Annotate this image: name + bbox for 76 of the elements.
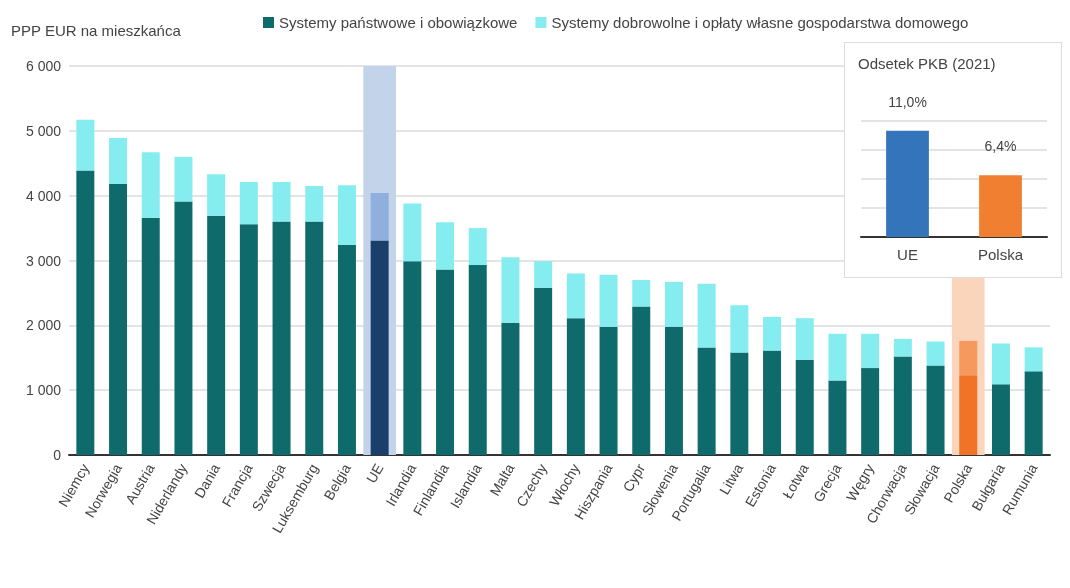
bar <box>566 318 585 455</box>
bar <box>991 384 1010 455</box>
bar <box>403 203 422 262</box>
legend-label: Systemy dobrowolne i opłaty własne gospodarstwa domowego <box>551 14 969 31</box>
bar <box>795 359 814 455</box>
bar <box>534 287 553 455</box>
bar <box>632 279 651 307</box>
bar <box>1024 371 1043 455</box>
bar <box>893 356 912 455</box>
bar <box>174 201 193 455</box>
bar <box>599 326 618 455</box>
bar <box>861 333 880 369</box>
bar <box>370 193 389 241</box>
bar <box>926 341 945 366</box>
bar <box>141 217 160 455</box>
bar <box>337 244 356 455</box>
bar <box>534 261 553 288</box>
y-tick-label: 3 000 <box>25 252 62 269</box>
bar <box>468 265 487 455</box>
bar <box>795 318 814 360</box>
bar <box>1024 347 1043 372</box>
bar <box>991 343 1010 385</box>
data-label: 11,0% <box>888 93 927 110</box>
y-axis-title: PPP EUR na mieszkańca <box>11 22 182 39</box>
y-tick-label: 2 000 <box>25 317 62 334</box>
bar <box>239 224 258 455</box>
bar <box>403 261 422 455</box>
bar <box>959 340 978 376</box>
bar <box>305 221 324 455</box>
bar <box>207 174 226 216</box>
bar <box>763 350 782 455</box>
bar <box>76 119 95 171</box>
bar <box>370 240 389 455</box>
y-tick-label: 5 000 <box>25 122 62 139</box>
bar <box>697 347 716 455</box>
bar <box>632 306 651 455</box>
bar <box>272 221 291 455</box>
bar <box>959 375 978 455</box>
y-tick-label: 1 000 <box>25 382 62 399</box>
bar <box>76 170 95 455</box>
chart-title: Odsetek PKB (2021) <box>858 55 996 72</box>
bar <box>109 184 128 455</box>
bar <box>730 352 749 455</box>
x-tick-label: UE <box>897 246 918 263</box>
bar <box>664 326 683 455</box>
bar <box>207 215 226 455</box>
bar <box>926 365 945 455</box>
bar <box>501 322 520 455</box>
bar <box>501 257 520 323</box>
bar <box>730 305 749 353</box>
bar <box>664 281 683 327</box>
legend-label: Systemy państwowe i obowiązkowe <box>279 14 518 31</box>
y-tick-label: 0 <box>53 447 62 463</box>
bar <box>468 228 487 266</box>
bar <box>436 222 455 270</box>
bar <box>828 380 847 455</box>
bar <box>239 182 258 225</box>
x-tick-label: Polska <box>977 246 1024 263</box>
bar <box>861 368 880 455</box>
y-tick-label: 4 000 <box>25 187 62 204</box>
bar <box>697 283 716 348</box>
bar <box>272 182 291 222</box>
bar <box>337 185 356 245</box>
bar <box>174 156 193 202</box>
bar <box>599 274 618 327</box>
bar <box>436 269 455 455</box>
bar <box>828 333 847 381</box>
bar <box>763 316 782 351</box>
bar <box>305 185 324 222</box>
bar <box>566 273 585 319</box>
bar <box>893 338 912 357</box>
bar <box>141 152 160 218</box>
x-tick-label: UE <box>363 461 387 486</box>
bar <box>109 137 128 184</box>
data-label: 6,4% <box>984 138 1017 155</box>
y-tick-label: 6 000 <box>25 58 62 74</box>
